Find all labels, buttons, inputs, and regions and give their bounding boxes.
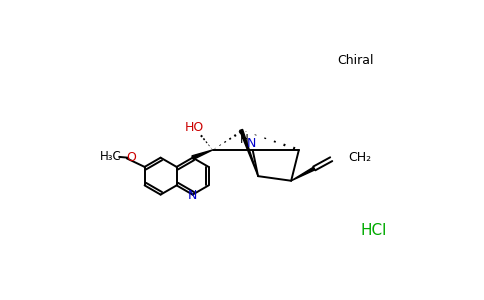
Polygon shape	[192, 150, 212, 160]
Text: O: O	[126, 151, 136, 164]
Text: N: N	[246, 137, 256, 150]
Polygon shape	[240, 129, 258, 176]
Text: HO: HO	[184, 121, 204, 134]
Text: N: N	[188, 189, 197, 202]
Text: CH₂: CH₂	[348, 151, 371, 164]
Text: H₃C: H₃C	[100, 150, 121, 164]
Text: HCl: HCl	[361, 223, 387, 238]
Text: H: H	[240, 133, 249, 146]
Polygon shape	[291, 167, 315, 181]
Text: Chiral: Chiral	[337, 54, 374, 67]
